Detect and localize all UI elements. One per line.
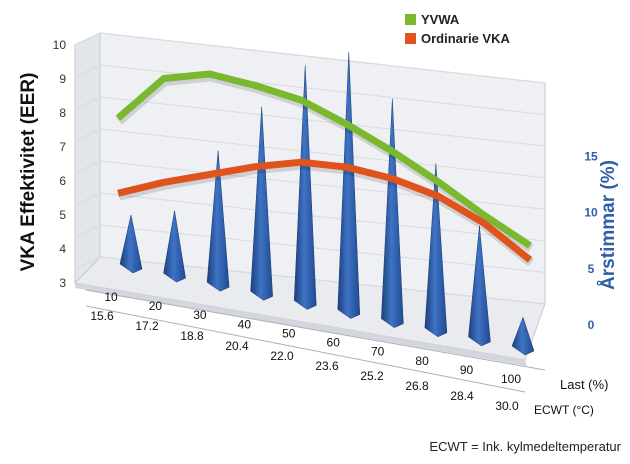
cone-mark [468, 226, 491, 347]
x-load-tick-label: 30 [193, 308, 207, 322]
x-ecwt-tick-label: 26.8 [405, 379, 429, 393]
series-line-yvwa [115, 70, 532, 249]
x-load-tick-label: 70 [371, 345, 385, 359]
x-load-ticks: 10 20 30 40 50 60 70 80 90 100 [104, 290, 521, 386]
x-ecwt-tick-label: 28.4 [450, 389, 474, 403]
legend: YVWA Ordinarie VKA [405, 12, 510, 46]
gridline-side [74, 32, 101, 46]
floor-front-edge [75, 283, 527, 366]
footnote: ECWT = Ink. kylmedeltemperatur [429, 439, 621, 454]
x-load-tick-label: 100 [501, 372, 521, 386]
x-ecwt-tick-label: 25.2 [360, 369, 384, 383]
gridline [99, 128, 546, 179]
x-ecwt-ticks: 15.6 17.2 18.8 20.4 22.0 23.6 25.2 26.8 28.4 30.0 [90, 309, 519, 413]
lines-group [115, 70, 534, 267]
y-left-tick-label: 6 [59, 174, 66, 188]
y-right-tick-label: 15 [584, 149, 598, 163]
gridline [99, 96, 546, 147]
legend-swatch-yvwa [405, 14, 416, 25]
cone-mark [163, 210, 186, 283]
gridline [99, 32, 546, 84]
load-axis-line [85, 289, 546, 371]
x-ecwt-tick-label: 15.6 [90, 309, 114, 323]
x-ecwt-tick-label: 23.6 [315, 359, 339, 373]
gridline-side [74, 128, 101, 142]
y-left-tick-label: 8 [59, 106, 66, 120]
cones-group [119, 52, 535, 356]
gridline-side [74, 192, 101, 206]
gridline [99, 64, 546, 116]
x-load-tick-label: 20 [149, 299, 163, 313]
legend-swatch-ordinarie [405, 33, 416, 44]
y-right-tick-label: 0 [588, 318, 595, 332]
cone-mark [206, 150, 230, 292]
gridline-side [74, 256, 101, 270]
x-ecwt-tick-label: 20.4 [225, 339, 249, 353]
x-load-tick-label: 50 [282, 326, 296, 340]
y-left-tick-label: 5 [59, 208, 66, 222]
cone-mark [119, 214, 143, 274]
legend-label-yvwa: YVWA [421, 12, 460, 27]
y-left-tick-label: 3 [59, 276, 66, 290]
y-left-ticks: 3 4 5 6 7 8 9 10 [53, 38, 67, 290]
x-ecwt-tick-label: 17.2 [135, 319, 159, 333]
series-line-ordinarie [117, 158, 533, 263]
ecwt-axis-line [85, 305, 526, 393]
y-right-tick-label: 5 [588, 262, 595, 276]
y-left-tick-label: 10 [53, 38, 67, 52]
cone-mark [337, 52, 361, 319]
x-load-tick-label: 80 [415, 354, 429, 368]
gridline-side [74, 96, 101, 110]
x-load-tick-label: 90 [460, 363, 474, 377]
legend-label-ordinarie: Ordinarie VKA [421, 31, 510, 46]
y-right-label: Årstimmar (%) [598, 160, 619, 290]
gridline [99, 192, 546, 242]
x-ecwt-tick-label: 22.0 [270, 349, 294, 363]
y-left-tick-label: 7 [59, 140, 66, 154]
x-load-tick-label: 10 [104, 290, 118, 304]
cone-mark [511, 316, 535, 356]
x-load-label: Last (%) [560, 377, 608, 392]
y-left-tick-label: 4 [59, 242, 66, 256]
x-ecwt-label: ECWT (°C) [534, 403, 594, 417]
y-left-tick-label: 9 [59, 72, 66, 86]
cone-mark [424, 163, 448, 338]
gridline-side [74, 160, 101, 174]
y-left-label: VKA Effektivitet (EER) [18, 73, 39, 272]
x-load-tick-label: 60 [327, 336, 341, 350]
y-right-ticks: 0 5 10 15 [584, 149, 598, 332]
y-right-tick-label: 10 [584, 206, 598, 220]
x-ecwt-tick-label: 18.8 [180, 329, 204, 343]
gridline-side [74, 64, 101, 78]
x-load-tick-label: 40 [238, 317, 252, 331]
x-ecwt-tick-label: 30.0 [495, 399, 519, 413]
gridline-side [74, 224, 101, 238]
cone-mark [381, 98, 404, 328]
cone-mark [293, 65, 317, 310]
